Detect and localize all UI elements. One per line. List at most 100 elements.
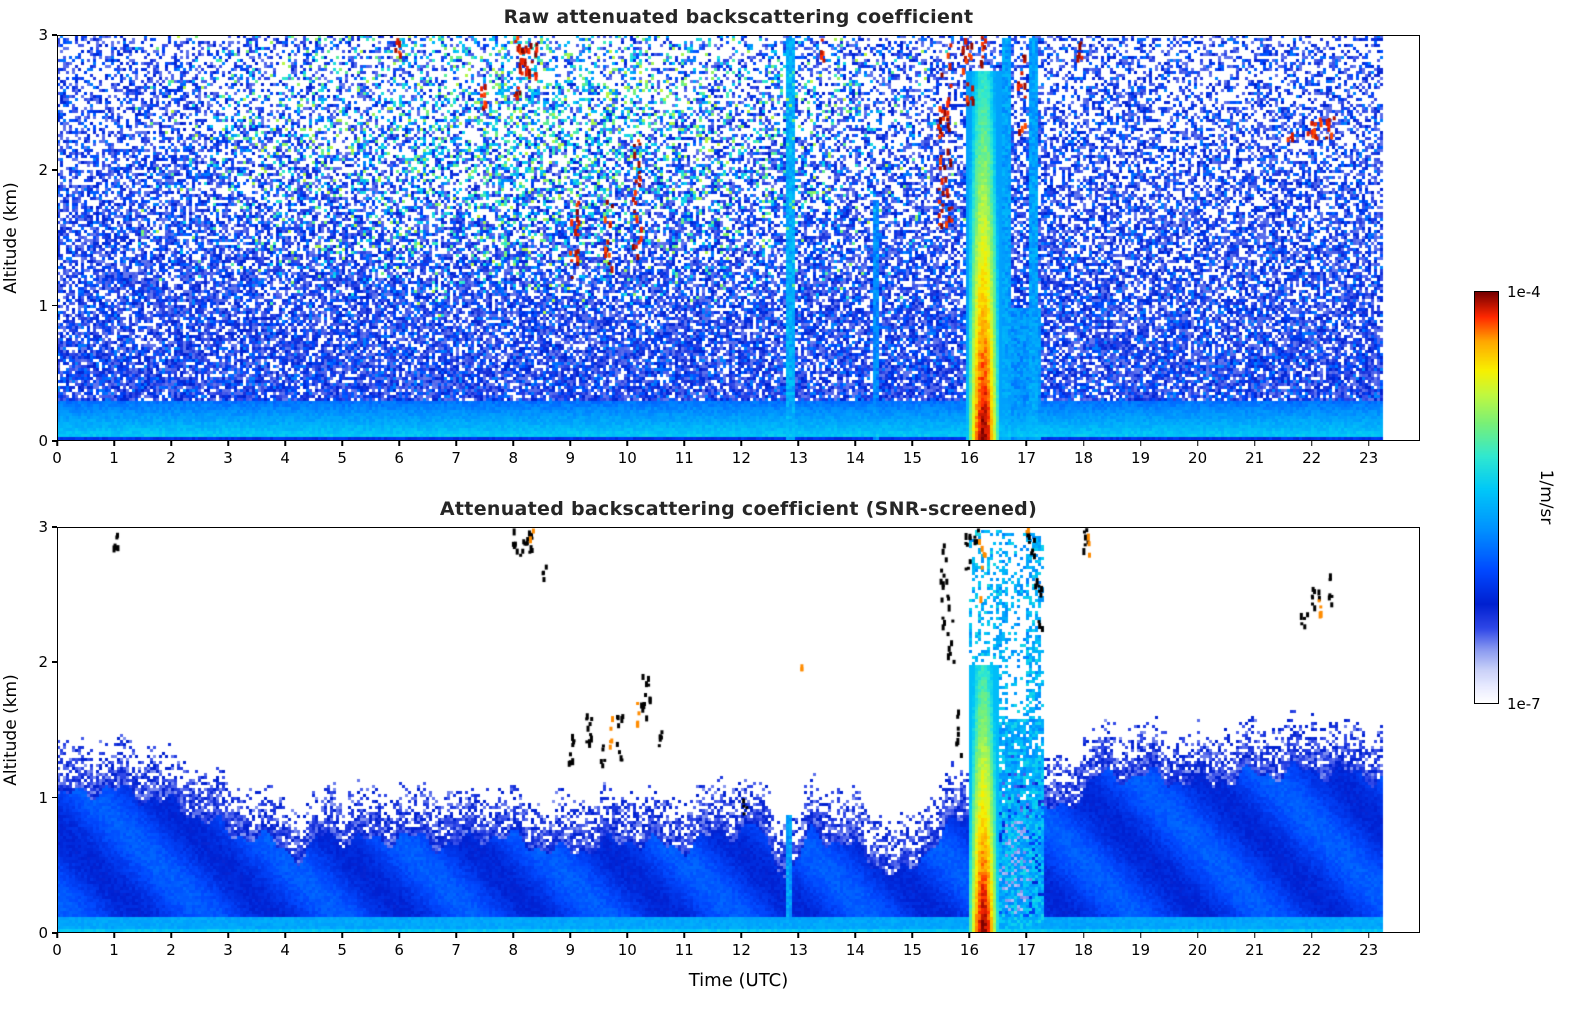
x-tick-mark: [683, 933, 686, 938]
x-tick-label: 5: [337, 449, 347, 467]
x-tick-label: 9: [565, 941, 576, 959]
x-tick-mark: [854, 441, 857, 446]
x-tick-label: 3: [223, 941, 233, 959]
x-tick-mark: [1253, 933, 1256, 938]
x-tick-mark: [569, 933, 571, 938]
x-tick-label: 11: [674, 449, 694, 467]
x-tick-label: 13: [788, 449, 808, 467]
y-tick-label: 0: [38, 924, 48, 942]
x-tick-mark: [569, 441, 571, 446]
x-tick-mark: [911, 441, 914, 446]
panel-screened: Attenuated backscattering coefficient (S…: [1, 498, 1420, 991]
x-tick-label: 2: [166, 941, 176, 959]
x-tick-mark: [170, 933, 172, 938]
x-tick-mark: [512, 933, 514, 938]
x-tick-mark: [1025, 933, 1028, 938]
x-tick-mark: [227, 933, 229, 938]
x-tick-label: 4: [280, 449, 290, 467]
x-tick-mark: [1139, 933, 1142, 938]
x-tick-mark: [1082, 933, 1085, 938]
x-tick-label: 6: [394, 941, 404, 959]
x-tick-mark: [341, 933, 343, 938]
x-tick-label: 0: [52, 941, 62, 959]
x-tick-mark: [968, 933, 971, 938]
x-tick-mark: [227, 441, 229, 446]
x-tick-label: 14: [845, 449, 865, 467]
x-tick-label: 12: [731, 449, 751, 467]
x-tick-mark: [398, 441, 400, 446]
x-tick-label: 17: [1016, 449, 1037, 467]
x-tick-mark: [1253, 441, 1256, 446]
x-tick-mark: [170, 441, 172, 446]
x-tick-label: 15: [902, 449, 922, 467]
screened-heatmap-canvas: [57, 527, 1420, 933]
x-tick-mark: [1196, 441, 1199, 446]
x-tick-label: 16: [959, 449, 979, 467]
x-tick-label: 8: [508, 449, 518, 467]
x-tick-label: 19: [1131, 941, 1151, 959]
x-tick-label: 5: [337, 941, 347, 959]
panel-raw-ylabel: Altitude (km): [1, 182, 21, 294]
y-tick-label: 1: [38, 296, 48, 315]
x-tick-mark: [512, 441, 514, 446]
x-tick-mark: [1310, 933, 1313, 938]
x-tick-mark: [455, 933, 457, 938]
x-tick-label: 16: [959, 941, 979, 959]
x-tick-label: 12: [731, 941, 751, 959]
x-tick-mark: [797, 933, 800, 938]
x-tick-label: 22: [1302, 449, 1322, 467]
colorbar-units-label: 1/m/sr: [1536, 469, 1556, 525]
panel-raw: Raw attenuated backscattering coefficien…: [1, 6, 1420, 467]
x-tick-label: 23: [1359, 449, 1379, 467]
raw-heatmap-canvas: [57, 35, 1420, 441]
y-tick-label: 0: [38, 432, 48, 450]
x-tick-mark: [968, 441, 971, 446]
x-tick-mark: [740, 441, 743, 446]
x-tick-label: 6: [394, 449, 404, 467]
x-tick-label: 19: [1131, 449, 1151, 467]
colorbar-min-label: 1e-7: [1507, 695, 1541, 713]
x-tick-label: 20: [1188, 941, 1208, 959]
x-tick-mark: [1196, 933, 1199, 938]
x-tick-label: 21: [1245, 941, 1265, 959]
colorbar-gradient: [1475, 292, 1498, 703]
x-tick-mark: [1367, 441, 1370, 446]
colorbar: [1474, 291, 1499, 704]
x-tick-label: 1: [109, 941, 119, 959]
x-tick-label: 18: [1073, 449, 1094, 467]
x-tick-label: 17: [1016, 941, 1037, 959]
x-tick-mark: [113, 933, 115, 938]
x-tick-label: 3: [223, 449, 233, 467]
time-axis-label: Time (UTC): [688, 970, 789, 991]
x-tick-label: 23: [1359, 941, 1379, 959]
colorbar-max-label: 1e-4: [1507, 283, 1541, 301]
x-tick-label: 21: [1245, 449, 1265, 467]
x-tick-mark: [284, 441, 286, 446]
x-tick-mark: [911, 933, 914, 938]
x-tick-label: 1: [109, 449, 119, 467]
x-tick-label: 2: [166, 449, 176, 467]
x-tick-mark: [683, 441, 686, 446]
x-tick-mark: [341, 441, 343, 446]
x-tick-label: 9: [565, 449, 576, 467]
x-tick-mark: [56, 441, 58, 446]
x-tick-label: 13: [788, 941, 808, 959]
x-tick-label: 7: [451, 941, 461, 959]
x-tick-mark: [626, 933, 629, 938]
panel-raw-title: Raw attenuated backscattering coefficien…: [503, 6, 974, 28]
x-tick-mark: [1367, 933, 1370, 938]
x-tick-mark: [398, 933, 400, 938]
x-tick-mark: [626, 441, 629, 446]
x-tick-label: 0: [52, 449, 62, 467]
y-tick-label: 2: [38, 653, 48, 672]
x-tick-mark: [56, 933, 58, 938]
panel-screened-ylabel: Altitude (km): [1, 674, 21, 786]
x-tick-label: 18: [1073, 941, 1094, 959]
x-tick-label: 20: [1188, 449, 1208, 467]
x-tick-mark: [455, 441, 457, 446]
x-tick-label: 15: [902, 941, 922, 959]
x-tick-mark: [1025, 441, 1028, 446]
y-tick-label: 3: [38, 518, 48, 536]
x-tick-mark: [740, 933, 743, 938]
